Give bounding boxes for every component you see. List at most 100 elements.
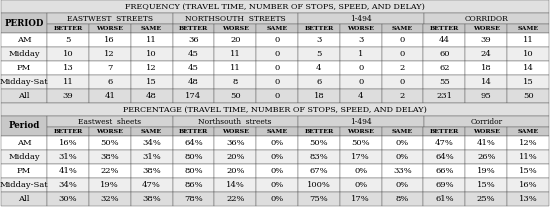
Text: 45: 45 [188, 50, 199, 58]
Text: 22%: 22% [226, 195, 245, 203]
Text: SAME: SAME [518, 26, 538, 31]
Bar [1, 116, 47, 136]
Text: 2: 2 [400, 64, 405, 72]
Bar [465, 178, 507, 192]
Text: 11: 11 [522, 36, 534, 44]
Bar [507, 136, 549, 150]
Text: 0%: 0% [396, 153, 409, 161]
Text: 20%: 20% [226, 167, 245, 175]
Bar [1, 47, 47, 61]
Bar [298, 61, 340, 75]
Bar [89, 150, 131, 164]
Text: SAME: SAME [141, 129, 162, 134]
Text: 5: 5 [316, 50, 322, 58]
Bar [173, 47, 214, 61]
Text: 4: 4 [358, 92, 364, 100]
Bar [298, 116, 424, 127]
Text: 8%: 8% [396, 195, 409, 203]
Text: BETTER: BETTER [430, 129, 459, 134]
Text: 11: 11 [230, 50, 241, 58]
Text: 0%: 0% [271, 195, 284, 203]
Text: 36%: 36% [226, 139, 245, 147]
Bar [1, 33, 47, 47]
Text: 50: 50 [230, 92, 240, 100]
Text: WORSE: WORSE [347, 26, 374, 31]
Text: 18: 18 [481, 64, 492, 72]
Bar [173, 178, 214, 192]
Bar [214, 24, 256, 33]
Text: SAME: SAME [392, 26, 413, 31]
Text: BETTER: BETTER [179, 26, 208, 31]
Text: 10: 10 [63, 50, 73, 58]
Bar [465, 61, 507, 75]
Text: 11%: 11% [519, 153, 537, 161]
Bar [47, 116, 173, 127]
Text: 61%: 61% [435, 195, 454, 203]
Text: 80%: 80% [184, 153, 203, 161]
Bar [89, 75, 131, 89]
Bar [1, 150, 47, 164]
Bar [89, 178, 131, 192]
Bar [89, 61, 131, 75]
Bar [131, 164, 173, 178]
Bar [1, 103, 549, 116]
Bar [424, 33, 465, 47]
Text: 64%: 64% [184, 139, 203, 147]
Text: 13: 13 [63, 64, 73, 72]
Bar [47, 13, 173, 24]
Text: 78%: 78% [184, 195, 203, 203]
Text: 48: 48 [146, 92, 157, 100]
Bar [214, 127, 256, 136]
Text: SAME: SAME [141, 26, 162, 31]
Bar [424, 150, 465, 164]
Text: 67%: 67% [310, 167, 328, 175]
Text: 0%: 0% [271, 139, 284, 147]
Bar [214, 164, 256, 178]
Text: 80%: 80% [184, 167, 203, 175]
Bar [382, 136, 424, 150]
Text: 47%: 47% [142, 181, 161, 189]
Bar [256, 192, 298, 206]
Bar [465, 75, 507, 89]
Bar [256, 75, 298, 89]
Bar [382, 164, 424, 178]
Bar [340, 178, 382, 192]
Text: 33%: 33% [393, 167, 412, 175]
Bar [424, 136, 465, 150]
Bar [47, 178, 89, 192]
Text: 22%: 22% [101, 167, 119, 175]
Bar [89, 164, 131, 178]
Text: Midday: Midday [8, 153, 40, 161]
Bar [382, 127, 424, 136]
Bar [256, 47, 298, 61]
Text: BETTER: BETTER [53, 129, 82, 134]
Text: 64%: 64% [435, 153, 454, 161]
Bar [424, 75, 465, 89]
Text: 34%: 34% [142, 139, 161, 147]
Text: 6: 6 [316, 78, 322, 86]
Bar [47, 24, 89, 33]
Text: Northsouth  streets: Northsouth streets [199, 117, 272, 125]
Bar [382, 150, 424, 164]
Bar [340, 127, 382, 136]
Text: 60: 60 [439, 50, 450, 58]
Bar [298, 47, 340, 61]
Bar [89, 136, 131, 150]
Text: AM: AM [16, 36, 31, 44]
Bar [424, 178, 465, 192]
Bar [214, 47, 256, 61]
Bar [47, 89, 89, 103]
Text: 11: 11 [146, 36, 157, 44]
Bar [298, 13, 424, 24]
Bar [465, 192, 507, 206]
Bar [424, 24, 465, 33]
Text: 2: 2 [400, 92, 405, 100]
Bar [173, 75, 214, 89]
Text: 0: 0 [358, 64, 364, 72]
Bar [131, 75, 173, 89]
Bar [1, 75, 47, 89]
Text: SAME: SAME [518, 129, 538, 134]
Text: 45: 45 [188, 64, 199, 72]
Bar [507, 89, 549, 103]
Text: 39: 39 [63, 92, 73, 100]
